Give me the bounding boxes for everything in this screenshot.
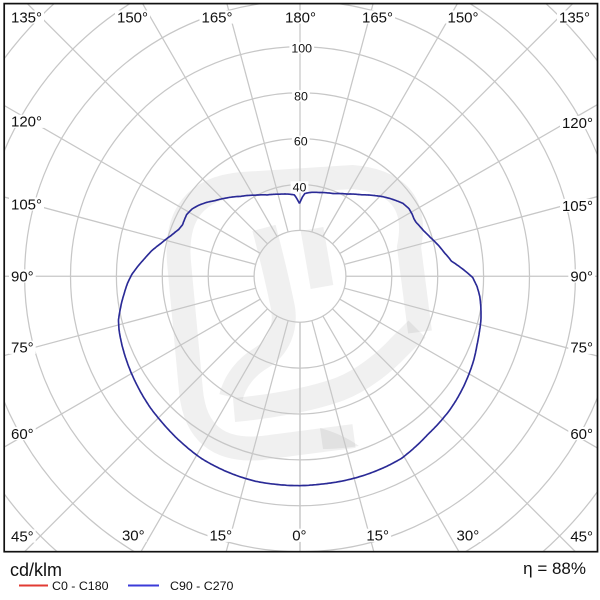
svg-text:30°: 30° bbox=[122, 528, 145, 545]
svg-text:45°: 45° bbox=[570, 528, 593, 545]
svg-text:75°: 75° bbox=[11, 340, 34, 357]
svg-text:150°: 150° bbox=[117, 9, 148, 26]
svg-text:60°: 60° bbox=[11, 426, 34, 443]
svg-text:η = 88%: η = 88% bbox=[523, 559, 586, 578]
svg-text:80: 80 bbox=[294, 89, 308, 103]
svg-text:30°: 30° bbox=[457, 528, 480, 545]
svg-text:45°: 45° bbox=[11, 528, 34, 545]
svg-text:100: 100 bbox=[291, 41, 312, 55]
svg-text:150°: 150° bbox=[447, 9, 478, 26]
svg-text:105°: 105° bbox=[11, 196, 42, 213]
svg-text:60: 60 bbox=[294, 135, 308, 149]
svg-text:cd/klm: cd/klm bbox=[10, 560, 62, 580]
svg-text:0°: 0° bbox=[292, 528, 306, 545]
svg-text:40: 40 bbox=[293, 180, 307, 194]
svg-text:60°: 60° bbox=[570, 426, 593, 443]
svg-text:90°: 90° bbox=[11, 268, 34, 285]
svg-text:90°: 90° bbox=[570, 268, 593, 285]
svg-text:C90 - C270: C90 - C270 bbox=[170, 579, 233, 593]
svg-text:165°: 165° bbox=[362, 9, 393, 26]
svg-text:105°: 105° bbox=[562, 198, 593, 215]
svg-text:120°: 120° bbox=[562, 115, 593, 132]
svg-text:15°: 15° bbox=[209, 528, 232, 545]
svg-text:120°: 120° bbox=[11, 114, 42, 131]
svg-text:75°: 75° bbox=[570, 340, 593, 357]
svg-text:135°: 135° bbox=[11, 9, 42, 26]
svg-text:180°: 180° bbox=[285, 9, 316, 26]
svg-text:165°: 165° bbox=[201, 9, 232, 26]
svg-text:135°: 135° bbox=[559, 9, 590, 26]
svg-text:C0 - C180: C0 - C180 bbox=[52, 579, 109, 593]
svg-text:15°: 15° bbox=[366, 528, 389, 545]
